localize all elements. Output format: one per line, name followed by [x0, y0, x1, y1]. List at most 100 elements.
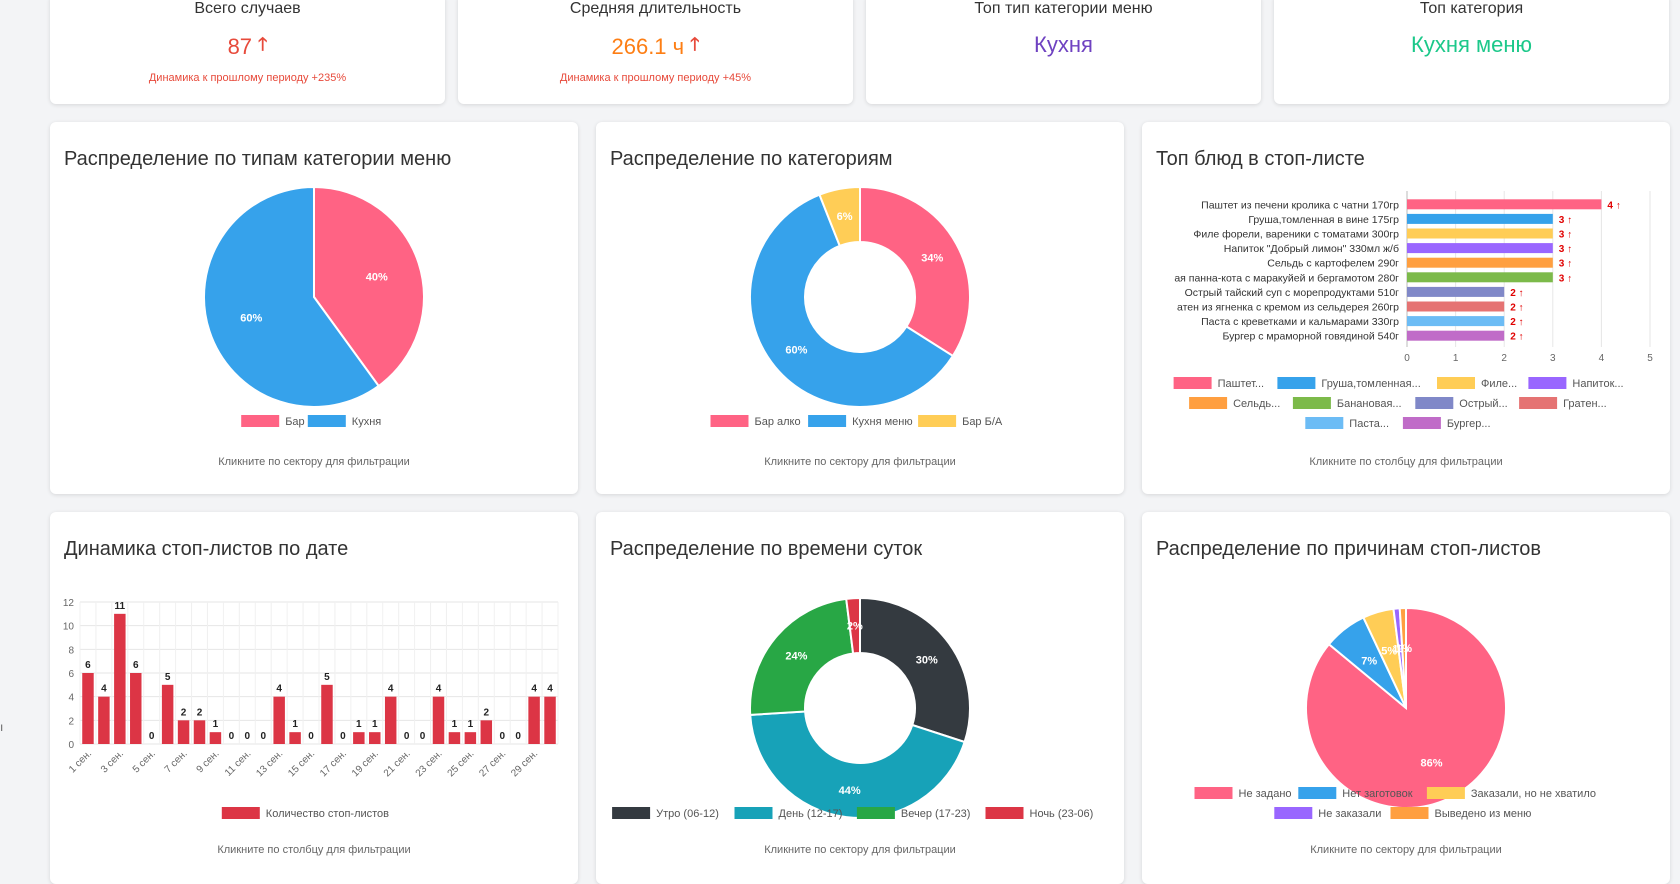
legend-swatch[interactable]: [734, 807, 773, 819]
bar[interactable]: [1407, 330, 1505, 341]
bar[interactable]: [464, 732, 477, 744]
bar[interactable]: [1407, 286, 1505, 297]
bar[interactable]: [1407, 272, 1553, 283]
legend-swatch[interactable]: [710, 415, 749, 427]
legend-label[interactable]: Заказали, но не хватило: [1471, 788, 1596, 800]
pie-slice-2[interactable]: [749, 193, 955, 408]
bar[interactable]: [209, 732, 222, 744]
bar[interactable]: [1407, 199, 1602, 210]
legend-swatch[interactable]: [808, 415, 847, 427]
chart-top-dishes[interactable]: 0 1 2 3 4 5 Паштет из печени кролика с чатни 1…: [1142, 122, 1670, 494]
bar[interactable]: [1407, 257, 1553, 268]
bar[interactable]: [432, 696, 445, 744]
legend-swatch[interactable]: [1173, 377, 1212, 389]
legend-swatch[interactable]: [221, 807, 260, 819]
legend-swatch[interactable]: [1519, 397, 1558, 409]
bar[interactable]: [161, 684, 174, 744]
legend-label[interactable]: Паста...: [1349, 418, 1389, 430]
legend-label[interactable]: Количество стоп-листов: [266, 808, 389, 820]
legend-label[interactable]: Нет заготовок: [1342, 788, 1412, 800]
bar[interactable]: [82, 673, 94, 744]
legend-label[interactable]: Не заказали: [1318, 808, 1381, 820]
legend-label[interactable]: День (12-17): [779, 808, 843, 820]
legend-swatch[interactable]: [918, 415, 957, 427]
bar[interactable]: [193, 720, 206, 744]
legend-swatch[interactable]: [985, 807, 1024, 819]
bar[interactable]: [480, 720, 493, 744]
legend-label[interactable]: Бар алко: [755, 416, 801, 428]
legend-label[interactable]: Ночь (23-06): [1030, 808, 1094, 820]
pie-slice-2[interactable]: [749, 710, 966, 819]
pie-slice-1[interactable]: [859, 596, 971, 744]
legend-swatch[interactable]: [1390, 807, 1429, 819]
pie-slice-4[interactable]: [845, 596, 861, 655]
legend-swatch[interactable]: [856, 807, 895, 819]
slice-value-label: 5%: [1381, 645, 1397, 657]
bar-value-label: 2 ↑: [1510, 288, 1523, 299]
bar[interactable]: [273, 696, 285, 744]
bar[interactable]: [289, 732, 301, 744]
legend-swatch[interactable]: [307, 415, 346, 427]
bar[interactable]: [177, 720, 190, 744]
bar[interactable]: [1407, 316, 1505, 327]
bar[interactable]: [384, 696, 397, 744]
pie-slice-2[interactable]: [203, 185, 381, 408]
bar[interactable]: [448, 732, 461, 744]
bar[interactable]: [114, 613, 126, 744]
legend-label[interactable]: Филе...: [1481, 378, 1517, 390]
legend-swatch[interactable]: [1194, 787, 1233, 799]
legend-label[interactable]: Бар: [285, 416, 304, 428]
legend-swatch[interactable]: [1189, 397, 1228, 409]
legend-label[interactable]: Сельдь...: [1233, 398, 1280, 410]
bar[interactable]: [321, 684, 333, 744]
legend-label[interactable]: Кухня меню: [852, 416, 913, 428]
legend-swatch[interactable]: [1528, 377, 1567, 389]
legend-swatch[interactable]: [1415, 397, 1454, 409]
stat-value: Кухня меню: [1274, 32, 1669, 58]
chart-pie-types[interactable]: 40% 60% Бар Кухня: [50, 122, 578, 494]
legend-label[interactable]: Банановая...: [1337, 398, 1402, 410]
pie-slice-3[interactable]: [818, 185, 861, 248]
legend-swatch[interactable]: [1298, 787, 1337, 799]
legend-swatch[interactable]: [612, 807, 651, 819]
chart-by-reason[interactable]: 86%7%5%1%1%Не задано Нет заготовок Заказал…: [1142, 512, 1670, 884]
bar-value-label: 3 ↑: [1559, 215, 1572, 226]
legend-swatch[interactable]: [1437, 377, 1475, 389]
legend-swatch[interactable]: [1305, 417, 1344, 429]
bar[interactable]: [1407, 213, 1553, 224]
legend-label[interactable]: Не задано: [1239, 788, 1292, 800]
pie-slice-1[interactable]: [859, 185, 971, 358]
bar[interactable]: [353, 732, 365, 744]
bar[interactable]: [130, 673, 142, 744]
legend-label[interactable]: Бургер...: [1447, 418, 1491, 430]
pie-slice-5[interactable]: [1398, 606, 1407, 709]
legend-label[interactable]: Выведено из меню: [1435, 808, 1532, 820]
legend-label[interactable]: Бар Б/А: [962, 416, 1003, 428]
bar[interactable]: [1407, 301, 1505, 312]
legend-label[interactable]: Кухня: [352, 416, 381, 428]
legend-swatch[interactable]: [1274, 807, 1313, 819]
bar[interactable]: [369, 732, 381, 744]
legend-swatch[interactable]: [1292, 397, 1331, 409]
legend-swatch[interactable]: [1277, 377, 1316, 389]
bar[interactable]: [1407, 228, 1553, 239]
legend-swatch[interactable]: [1426, 787, 1465, 799]
legend-label[interactable]: Напиток...: [1572, 378, 1623, 390]
legend-label[interactable]: Паштет...: [1218, 378, 1265, 390]
legend-label[interactable]: Гратен...: [1563, 398, 1607, 410]
bar[interactable]: [544, 696, 556, 744]
legend-swatch[interactable]: [241, 415, 280, 427]
bar[interactable]: [528, 696, 540, 744]
bar[interactable]: [1407, 243, 1553, 254]
pie-slice-1[interactable]: [313, 185, 425, 388]
pie-slice-3[interactable]: [749, 597, 855, 716]
legend-label[interactable]: Вечер (17-23): [901, 808, 971, 820]
legend-label[interactable]: Утро (06-12): [656, 808, 719, 820]
legend-label[interactable]: Острый...: [1459, 398, 1507, 410]
bar[interactable]: [98, 696, 110, 744]
chart-by-time[interactable]: 30% 44% 24% 2% Утро (06-12) День (12-17) Вечер…: [596, 512, 1124, 884]
chart-donut-categories[interactable]: 34% 60% 6% Бар алко Кухня меню Бар Б/А: [596, 122, 1124, 494]
legend-swatch[interactable]: [1402, 417, 1441, 429]
legend-label[interactable]: Груша,томленная...: [1321, 378, 1420, 390]
